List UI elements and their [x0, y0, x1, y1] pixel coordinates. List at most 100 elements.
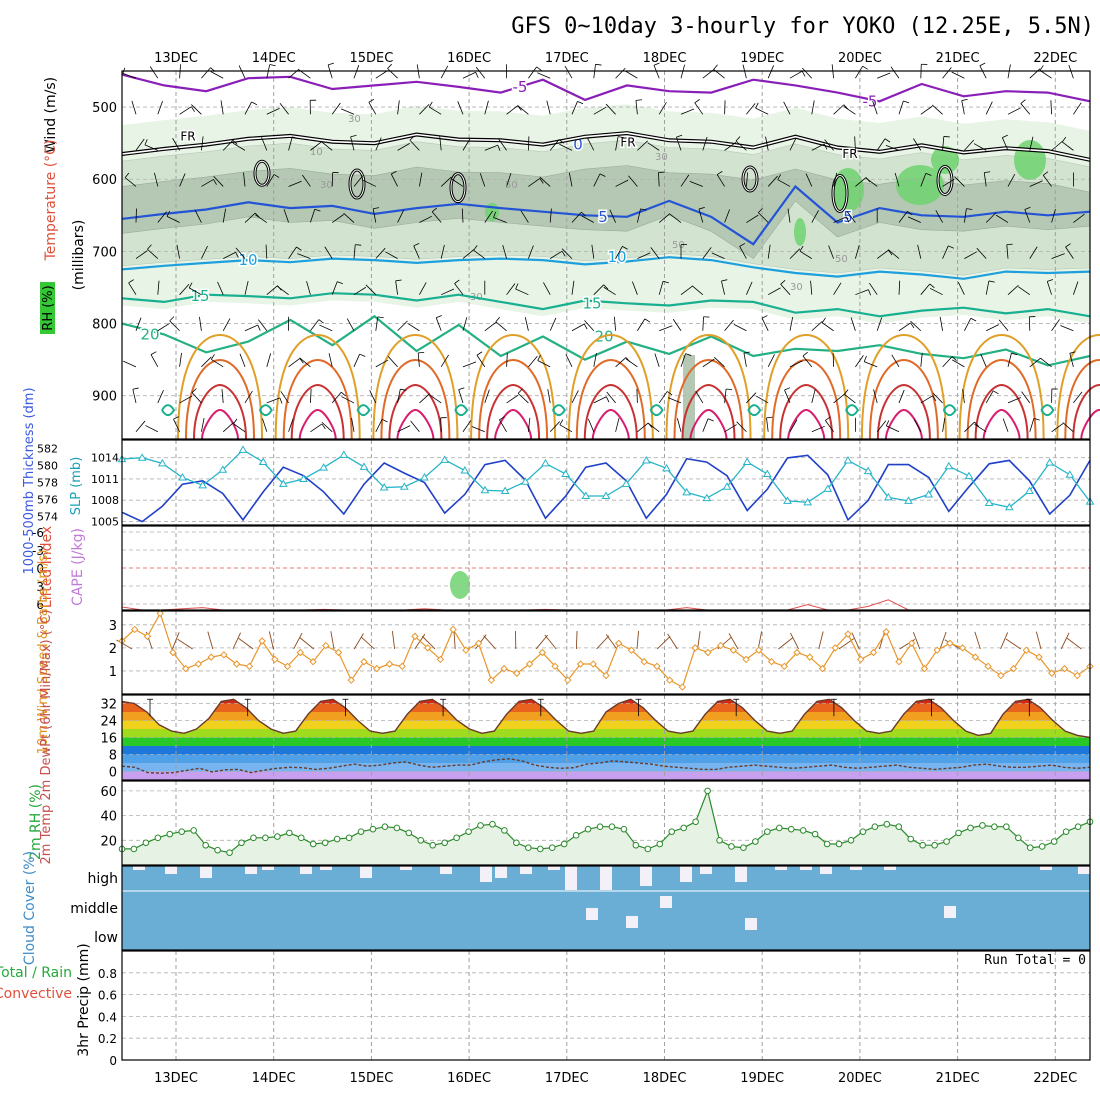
wind-speed-marker: [462, 646, 470, 654]
slp-marker: [339, 450, 349, 458]
wind-barb: [221, 388, 224, 403]
wind-barb: [669, 213, 682, 223]
wind-barb: [1029, 136, 1034, 151]
wind-barb: [439, 136, 442, 151]
bl-small-contour: [1040, 404, 1055, 417]
wind-barb-flag: [558, 139, 564, 144]
wind-barb: [833, 282, 842, 295]
wind-barb: [213, 175, 224, 187]
wind-barb: [331, 391, 342, 404]
wind-barb: [543, 282, 551, 295]
wind-barb: [1061, 141, 1074, 151]
surface-wind-barb: [728, 633, 739, 650]
wind-barb-flag: [458, 387, 465, 390]
wind-barb: [397, 209, 405, 223]
chart-title: GFS 0~10day 3-hourly for YOKO (12.25E, 5…: [511, 14, 1094, 39]
wind-speed-marker: [423, 644, 432, 652]
rh-marker: [907, 835, 915, 843]
wind-barb: [244, 280, 249, 295]
bl-contour: [1080, 408, 1100, 440]
wind-barb: [188, 287, 202, 296]
rh-marker: [895, 823, 903, 831]
thickness-slp-panel: 1014 1011 1008 1005 582 580 578 576 574 1000-500…: [22, 387, 1095, 575]
wind-barb: [306, 281, 311, 295]
wind-barb: [1069, 353, 1074, 367]
bl-contour: [583, 383, 638, 440]
wind-barb: [387, 356, 398, 368]
wind-barb: [1018, 286, 1031, 296]
wind-barb: [810, 280, 813, 295]
bl-contour: [575, 358, 646, 440]
wind-barb: [985, 390, 994, 404]
wind-speed-marker: [729, 646, 738, 654]
wind-barb: [397, 425, 411, 433]
wind-barb-flag: [948, 245, 954, 249]
wind-barb-flag: [517, 388, 523, 394]
cloud-layer-label: low: [94, 930, 118, 946]
wind-barb-flag: [257, 324, 261, 331]
wind-barb-flag: [377, 316, 384, 319]
bl-contour: [380, 358, 451, 440]
slp-marker: [541, 458, 550, 467]
slp-marker: [1045, 458, 1055, 466]
rh2m-panel: 20 40 60 2m RH (%): [28, 780, 1094, 866]
rh-saturated-cell: [896, 165, 944, 205]
wind-barb: [462, 361, 477, 368]
wind-barb: [637, 140, 648, 151]
pressure-tick-label: 500: [92, 101, 117, 116]
wind-speed-marker: [997, 671, 1005, 680]
top-date-label: 13DEC: [154, 51, 198, 66]
wind-speed-marker: [818, 664, 827, 673]
wind-barb-flag: [595, 63, 602, 66]
slp-marker: [420, 473, 429, 481]
ylabel-rh: RH (%): [41, 285, 56, 330]
wind-barb: [506, 173, 512, 187]
slp-marker: [520, 477, 530, 485]
slp-marker: [500, 486, 510, 494]
wind-barb: [876, 420, 887, 433]
wind-barb: [244, 212, 256, 223]
bl-contour: [1072, 383, 1100, 440]
wind-barb: [493, 217, 507, 223]
wind-barb: [587, 137, 595, 151]
wind-barb: [310, 209, 316, 223]
bl-small-contour: [845, 404, 860, 417]
rh-marker: [166, 830, 174, 838]
wind-barb: [613, 316, 616, 331]
wind-barb: [265, 244, 268, 259]
wind-barb: [310, 141, 322, 151]
rh-marker: [764, 828, 771, 835]
bl-contour: [177, 333, 263, 440]
wind-barb: [855, 355, 864, 368]
wind-barb: [898, 211, 908, 223]
wind-barb: [833, 172, 838, 187]
wind-barb: [952, 359, 965, 368]
cloud-gap-high: [700, 866, 712, 874]
wind-barb: [407, 323, 420, 332]
wind-barb: [615, 246, 623, 259]
wind-barb: [680, 108, 695, 115]
wind-barb-flag: [191, 106, 195, 112]
rh-marker: [560, 840, 568, 848]
wind-barb: [375, 70, 388, 79]
rh-contour-label: 50: [672, 240, 685, 251]
top-date-label: 19DEC: [740, 51, 784, 66]
wind-speed-marker: [232, 660, 241, 668]
wind-barb: [1062, 422, 1074, 433]
wind-barb: [571, 280, 575, 295]
wind-barb: [375, 419, 383, 432]
wind-barb: [266, 397, 281, 404]
wind-barb-flag: [599, 173, 606, 177]
wind-barb: [850, 317, 856, 331]
wind-barb: [1007, 107, 1021, 115]
top-date-label: 22DEC: [1033, 51, 1077, 66]
bl-contour: [201, 408, 239, 440]
slp-marker: [722, 482, 732, 490]
wind-barb: [506, 394, 519, 404]
wind-speed-marker: [334, 648, 343, 657]
wind-barb: [986, 324, 999, 332]
wind-speed-marker: [844, 630, 852, 638]
wind-speed-marker: [653, 662, 661, 671]
wind-barb: [211, 359, 224, 368]
surface-wind-barb: [177, 638, 193, 650]
